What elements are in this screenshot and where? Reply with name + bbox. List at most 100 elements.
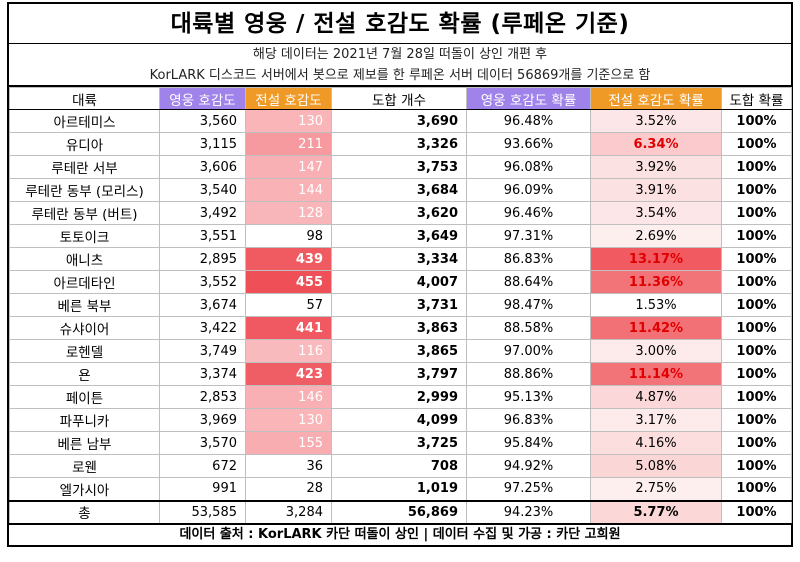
legend-pct-cell[interactable]: 2.69%	[590, 224, 722, 248]
legend-pct-cell[interactable]: 1.53%	[590, 293, 722, 317]
hero-count-cell[interactable]: 3,674	[159, 293, 246, 317]
hero-pct-cell[interactable]: 96.48%	[466, 109, 591, 133]
col-header-hero-pct[interactable]: 영웅 호감도 확률	[466, 87, 591, 110]
legend-pct-cell[interactable]: 3.52%	[590, 109, 722, 133]
total-count-cell[interactable]: 3,725	[331, 431, 467, 455]
total-count-cell[interactable]: 3,690	[331, 109, 467, 133]
hero-pct-cell[interactable]: 97.25%	[466, 477, 591, 501]
hero-count-cell[interactable]: 3,560	[159, 109, 246, 133]
hero-pct-cell[interactable]: 88.64%	[466, 270, 591, 294]
col-header-hero[interactable]: 영웅 호감도	[159, 87, 246, 110]
hero-count-cell[interactable]: 3,969	[159, 408, 246, 432]
total-pct-cell[interactable]: 100%	[721, 339, 792, 363]
legend-count-cell[interactable]: 455	[245, 270, 332, 294]
continent-cell[interactable]: 엘가시아	[9, 477, 160, 501]
total-pct-cell[interactable]: 100%	[721, 132, 792, 156]
total-count-cell[interactable]: 3,865	[331, 339, 467, 363]
legend-count-cell[interactable]: 147	[245, 155, 332, 179]
total-legend-pct[interactable]: 5.77%	[590, 499, 722, 525]
total-count-cell[interactable]: 3,731	[331, 293, 467, 317]
legend-count-cell[interactable]: 155	[245, 431, 332, 455]
hero-pct-cell[interactable]: 96.83%	[466, 408, 591, 432]
legend-pct-cell[interactable]: 11.14%	[590, 362, 722, 386]
legend-count-cell[interactable]: 146	[245, 385, 332, 409]
col-header-legend-pct[interactable]: 전설 호감도 확률	[590, 87, 722, 110]
hero-pct-cell[interactable]: 96.08%	[466, 155, 591, 179]
total-pct-cell[interactable]: 100%	[721, 201, 792, 225]
col-header-continent[interactable]: 대륙	[9, 87, 160, 110]
legend-pct-cell[interactable]: 6.34%	[590, 132, 722, 156]
hero-pct-cell[interactable]: 94.92%	[466, 454, 591, 478]
total-count-cell[interactable]: 3,753	[331, 155, 467, 179]
total-pct-cell[interactable]: 100%	[721, 362, 792, 386]
total-pct-cell[interactable]: 100%	[721, 178, 792, 202]
legend-count-cell[interactable]: 144	[245, 178, 332, 202]
hero-count-cell[interactable]: 2,853	[159, 385, 246, 409]
hero-pct-cell[interactable]: 96.09%	[466, 178, 591, 202]
hero-count-cell[interactable]: 3,570	[159, 431, 246, 455]
total-total-pct[interactable]: 100%	[721, 499, 792, 525]
total-count-cell[interactable]: 3,863	[331, 316, 467, 340]
legend-count-cell[interactable]: 36	[245, 454, 332, 478]
continent-cell[interactable]: 토토이크	[9, 224, 160, 248]
total-count-cell[interactable]: 3,684	[331, 178, 467, 202]
continent-cell[interactable]: 로웬	[9, 454, 160, 478]
continent-cell[interactable]: 루테란 서부	[9, 155, 160, 179]
hero-pct-cell[interactable]: 95.84%	[466, 431, 591, 455]
total-pct-cell[interactable]: 100%	[721, 293, 792, 317]
hero-count-cell[interactable]: 2,895	[159, 247, 246, 271]
legend-pct-cell[interactable]: 11.36%	[590, 270, 722, 294]
hero-count-cell[interactable]: 3,492	[159, 201, 246, 225]
legend-pct-cell[interactable]: 2.75%	[590, 477, 722, 501]
continent-cell[interactable]: 슈샤이어	[9, 316, 160, 340]
total-pct-cell[interactable]: 100%	[721, 477, 792, 501]
total-pct-cell[interactable]: 100%	[721, 408, 792, 432]
legend-count-cell[interactable]: 116	[245, 339, 332, 363]
total-pct-cell[interactable]: 100%	[721, 385, 792, 409]
total-count-cell[interactable]: 4,099	[331, 408, 467, 432]
hero-count-cell[interactable]: 672	[159, 454, 246, 478]
total-count-cell[interactable]: 3,649	[331, 224, 467, 248]
total-label[interactable]: 총	[9, 499, 160, 525]
total-pct-cell[interactable]: 100%	[721, 247, 792, 271]
continent-cell[interactable]: 유디아	[9, 132, 160, 156]
total-pct-cell[interactable]: 100%	[721, 316, 792, 340]
total-pct-cell[interactable]: 100%	[721, 270, 792, 294]
hero-count-cell[interactable]: 3,749	[159, 339, 246, 363]
hero-count-cell[interactable]: 3,115	[159, 132, 246, 156]
legend-pct-cell[interactable]: 4.87%	[590, 385, 722, 409]
legend-count-cell[interactable]: 98	[245, 224, 332, 248]
legend-count-cell[interactable]: 128	[245, 201, 332, 225]
hero-pct-cell[interactable]: 93.66%	[466, 132, 591, 156]
total-pct-cell[interactable]: 100%	[721, 155, 792, 179]
total-pct-cell[interactable]: 100%	[721, 109, 792, 133]
continent-cell[interactable]: 아르테미스	[9, 109, 160, 133]
hero-pct-cell[interactable]: 97.00%	[466, 339, 591, 363]
legend-pct-cell[interactable]: 3.92%	[590, 155, 722, 179]
continent-cell[interactable]: 페이튼	[9, 385, 160, 409]
legend-count-cell[interactable]: 28	[245, 477, 332, 501]
hero-pct-cell[interactable]: 95.13%	[466, 385, 591, 409]
legend-count-cell[interactable]: 439	[245, 247, 332, 271]
legend-pct-cell[interactable]: 3.54%	[590, 201, 722, 225]
total-count-cell[interactable]: 3,797	[331, 362, 467, 386]
total-pct-cell[interactable]: 100%	[721, 224, 792, 248]
continent-cell[interactable]: 루테란 동부 (모리스)	[9, 178, 160, 202]
legend-count-cell[interactable]: 130	[245, 408, 332, 432]
legend-pct-cell[interactable]: 5.08%	[590, 454, 722, 478]
total-count-cell[interactable]: 3,620	[331, 201, 467, 225]
legend-count-cell[interactable]: 130	[245, 109, 332, 133]
continent-cell[interactable]: 베른 북부	[9, 293, 160, 317]
continent-cell[interactable]: 아르데타인	[9, 270, 160, 294]
continent-cell[interactable]: 로헨델	[9, 339, 160, 363]
continent-cell[interactable]: 루테란 동부 (버트)	[9, 201, 160, 225]
legend-pct-cell[interactable]: 3.91%	[590, 178, 722, 202]
total-count[interactable]: 56,869	[331, 499, 467, 525]
total-count-cell[interactable]: 4,007	[331, 270, 467, 294]
total-legend[interactable]: 3,284	[245, 499, 332, 525]
hero-count-cell[interactable]: 3,551	[159, 224, 246, 248]
hero-pct-cell[interactable]: 97.31%	[466, 224, 591, 248]
hero-pct-cell[interactable]: 86.83%	[466, 247, 591, 271]
hero-count-cell[interactable]: 3,374	[159, 362, 246, 386]
continent-cell[interactable]: 애니츠	[9, 247, 160, 271]
